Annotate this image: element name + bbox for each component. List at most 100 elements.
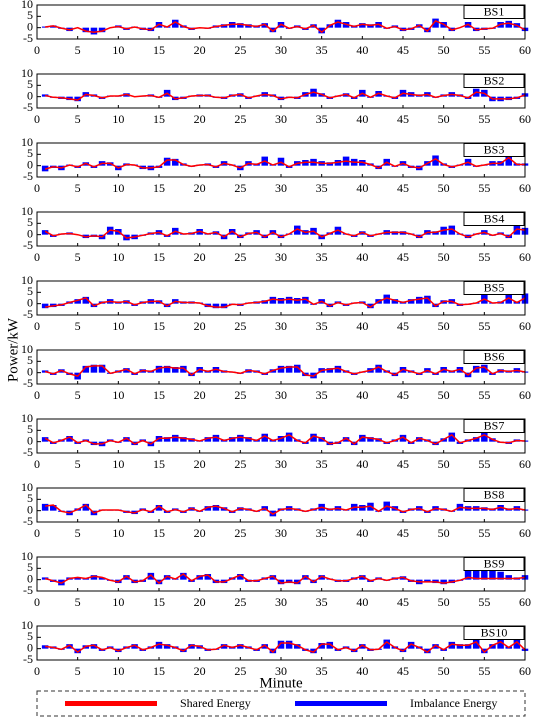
x-tick-label: 0 [34,43,40,57]
x-tick-label: 20 [194,181,206,195]
x-tick-label: 50 [438,664,450,678]
bar [82,503,90,511]
x-tick-label: 35 [316,457,328,471]
x-tick-label: 15 [153,595,165,609]
bar [416,296,423,304]
x-tick-label: 45 [397,595,409,609]
bar [277,579,285,585]
bar [74,577,81,580]
x-tick-label: 15 [153,112,165,126]
panel-title: BS4 [484,211,505,225]
bar [155,641,163,649]
x-tick-label: 0 [34,664,40,678]
title-box [463,350,525,364]
bar [367,437,374,442]
x-tick-label: 5 [75,457,81,471]
x-tick-label: 60 [519,319,531,333]
x-axis-label: Minute [259,675,303,691]
bar [172,434,179,442]
panel-title: BS6 [484,349,505,363]
x-tick-label: 10 [112,457,124,471]
panel-title: BS2 [484,73,505,87]
x-tick-label: 60 [519,181,531,195]
x-tick-label: 55 [478,43,490,57]
bar [180,365,187,373]
bar [90,575,98,580]
y-tick-label: 10 [21,480,33,494]
axes-frame [36,487,526,523]
x-tick-label: 55 [478,595,490,609]
x-tick-label: 35 [316,250,328,264]
x-tick-label: 40 [356,388,368,402]
x-tick-label: 20 [194,526,206,540]
y-tick-label: 0 [27,226,33,240]
x-tick-label: 15 [153,319,165,333]
bar [228,437,236,442]
x-tick-label: 30 [275,457,287,471]
y-tick-label: 0 [27,502,33,516]
y-tick-label: 0 [27,295,33,309]
x-tick-label: 25 [234,595,246,609]
bar [302,575,309,580]
x-tick-label: 30 [275,181,287,195]
legend-label: Imbalance Energy [410,696,497,710]
line [45,19,526,34]
x-tick-label: 10 [112,595,124,609]
x-tick-label: 60 [519,526,531,540]
bar [41,437,49,442]
x-tick-label: 50 [438,319,450,333]
bar [66,644,73,649]
line [44,297,526,308]
bar [41,303,49,309]
bar [285,432,293,442]
x-tick-label: 25 [234,250,246,264]
bar [172,367,179,373]
y-tick-label: 5 [27,215,33,229]
panel-title: BS5 [484,280,505,294]
x-tick-label: 30 [275,595,287,609]
bar [237,434,244,442]
x-tick-label: 40 [356,457,368,471]
legend-label: Shared Energy [180,696,251,710]
bar [212,303,220,309]
x-tick-label: 20 [194,457,206,471]
bar [180,572,187,580]
x-tick-label: 10 [112,526,124,540]
x-tick-label: 45 [397,664,409,678]
y-tick-label: 0 [27,19,33,33]
x-tick-label: 50 [438,250,450,264]
bar [245,437,252,442]
y-tick-label: -5 [23,307,33,321]
bar [66,436,73,442]
x-tick-label: 30 [275,526,287,540]
title-box [463,143,525,157]
bar [481,432,488,442]
bar [318,643,325,649]
bar [310,648,317,654]
bar [163,365,171,373]
bar [375,364,382,373]
title-box [463,419,525,433]
x-tick-label: 10 [112,388,124,402]
axes-frame [36,73,526,109]
bar [237,644,244,649]
x-tick-label: 55 [478,664,490,678]
bar [41,230,49,235]
y-tick-label: 10 [21,549,33,563]
line [45,640,526,654]
title-box [463,557,525,571]
bar [464,568,472,580]
x-tick-label: 35 [316,43,328,57]
bar [383,639,390,649]
x-tick-label: 0 [34,595,40,609]
x-tick-label: 15 [153,664,165,678]
bar [294,225,301,235]
bar [204,506,212,511]
x-tick-label: 5 [75,388,81,402]
y-tick-label: 5 [27,353,33,367]
bar [155,505,163,511]
bar [50,505,57,511]
title-box [463,5,525,19]
x-tick-label: 10 [112,250,124,264]
bar [98,577,106,580]
